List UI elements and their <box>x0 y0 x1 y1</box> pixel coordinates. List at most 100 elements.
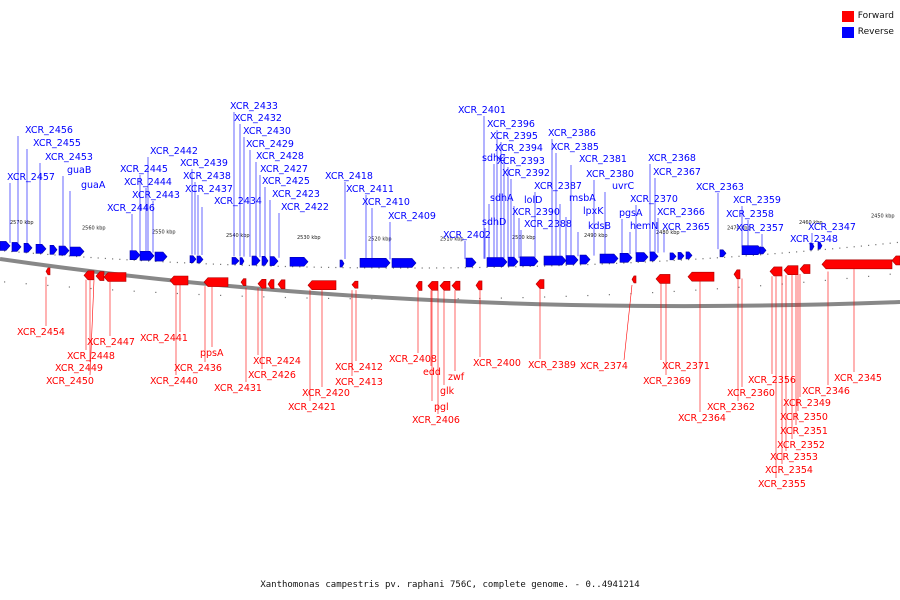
minor-tick <box>284 265 286 268</box>
forward-gene-label: edd <box>423 367 441 378</box>
minor-tick <box>868 244 870 246</box>
forward-gene-arrow <box>83 270 95 281</box>
minor-tick <box>378 267 380 269</box>
minor-tick <box>68 255 70 257</box>
minor-tick <box>371 298 373 300</box>
reverse-gene-arrow <box>741 245 763 256</box>
minor-tick <box>104 257 106 260</box>
minor-tick <box>176 261 178 264</box>
minor-tick <box>544 265 546 267</box>
reverse-gene-label: XCR_2433 <box>230 101 278 112</box>
minor-tick <box>227 264 229 266</box>
reverse-swatch <box>841 26 854 38</box>
reverse-gene-label: XCR_2453 <box>45 152 93 163</box>
minor-tick <box>580 264 582 266</box>
forward-gene-label: XCR_2351 <box>780 426 828 437</box>
forward-gene-arrow <box>240 278 247 286</box>
reverse-gene-arrow <box>809 242 815 251</box>
minor-tick <box>263 296 265 298</box>
forward-gene-label: XCR_2440 <box>150 376 198 387</box>
forward-gene-arrow <box>351 280 359 289</box>
forward-label-leaders <box>45 269 855 478</box>
minor-tick <box>364 267 366 269</box>
minor-tick <box>695 258 697 260</box>
reverse-gene-arrow <box>543 255 567 266</box>
forward-gene-arrow <box>733 269 741 280</box>
reverse-gene-label: XCR_2392 <box>502 168 550 179</box>
forward-leader-line <box>623 284 633 361</box>
minor-tick <box>256 265 258 267</box>
minor-tick <box>500 266 502 268</box>
reverse-gene-arrow <box>579 254 591 265</box>
forward-gene-arrow <box>203 277 229 287</box>
reverse-gene-label: XCR_2411 <box>346 184 394 195</box>
minor-tick <box>4 281 6 283</box>
minor-tick <box>724 256 726 258</box>
forward-gene-label: XCR_2431 <box>214 383 262 394</box>
minor-tick <box>558 264 560 267</box>
minor-tick <box>133 259 135 261</box>
minor-tick <box>176 292 178 295</box>
minor-tick <box>853 246 855 248</box>
minor-tick <box>263 265 265 267</box>
forward-gene-arrow <box>267 279 275 289</box>
forward-gene-label: XCR_2389 <box>528 360 576 371</box>
reverse-gene-label: XCR_2380 <box>586 169 634 180</box>
forward-gene-label: XCR_2360 <box>727 388 775 399</box>
forward-gene-arrow <box>631 275 637 284</box>
forward-gene-label: XCR_2441 <box>140 333 188 344</box>
minor-tick <box>184 262 186 264</box>
minor-tick <box>760 285 762 287</box>
minor-tick <box>292 266 294 268</box>
forward-gene-label: XCR_2449 <box>55 363 103 374</box>
reverse-gene-label: XCR_2370 <box>630 194 678 205</box>
reverse-label-leaders <box>9 112 821 260</box>
minor-tick <box>760 254 762 256</box>
scale-label: 2520 kbp <box>368 236 392 242</box>
reverse-gene-arrow <box>231 257 240 265</box>
minor-tick <box>349 298 351 300</box>
reverse-gene-label: XCR_2423 <box>272 189 320 200</box>
reverse-gene-arrow <box>599 253 619 264</box>
scale-label: 2500 kbp <box>512 235 536 241</box>
reverse-gene-arrow <box>719 249 727 258</box>
forward-gene-label: XCR_2362 <box>707 402 755 413</box>
forward-gene-blocks <box>45 255 900 291</box>
forward-gene-label: XCR_2369 <box>643 376 691 387</box>
forward-gene-arrow <box>427 281 439 291</box>
minor-tick <box>428 267 430 269</box>
reverse-gene-label: XCR_2396 <box>487 119 535 130</box>
minor-tick <box>421 267 423 269</box>
minor-tick <box>407 267 409 269</box>
minor-tick <box>659 260 661 262</box>
forward-gene-label: XCR_2371 <box>662 361 710 372</box>
reverse-gene-label: guaB <box>67 165 91 176</box>
reverse-gene-label: XCR_2402 <box>443 230 491 241</box>
minor-tick <box>25 252 27 254</box>
scale-label: 2560 kbp <box>82 225 106 231</box>
reverse-gene-arrow <box>251 255 261 266</box>
forward-gene-arrow <box>169 275 189 286</box>
forward-gene-label: XCR_2421 <box>288 402 336 413</box>
minor-tick <box>817 249 819 251</box>
reverse-gene-label: uvrC <box>612 181 635 192</box>
reverse-gene-label: lpxK <box>583 206 604 217</box>
forward-gene-label: XCR_2450 <box>46 376 94 387</box>
forward-gene-arrow <box>475 280 483 291</box>
reverse-gene-label: XCR_2422 <box>281 202 329 213</box>
minor-tick <box>479 266 481 269</box>
minor-tick <box>198 262 200 265</box>
reverse-gene-arrow <box>269 256 279 266</box>
minor-tick <box>673 259 675 262</box>
minor-tick <box>652 292 654 294</box>
reverse-gene-label: pgsA <box>619 208 643 219</box>
reverse-gene-arrow <box>669 252 677 261</box>
scale-label: 2570 kbp <box>10 220 34 226</box>
genome-caption: Xanthomonas campestris pv. raphani 756C,… <box>260 580 640 590</box>
reverse-gene-label: XCR_2401 <box>458 105 506 116</box>
scale-label: 2480 kbp <box>656 230 680 236</box>
minor-tick <box>774 253 776 255</box>
reverse-gene-label: XCR_2446 <box>107 203 155 214</box>
minor-tick <box>846 246 848 249</box>
minor-tick <box>716 257 718 259</box>
